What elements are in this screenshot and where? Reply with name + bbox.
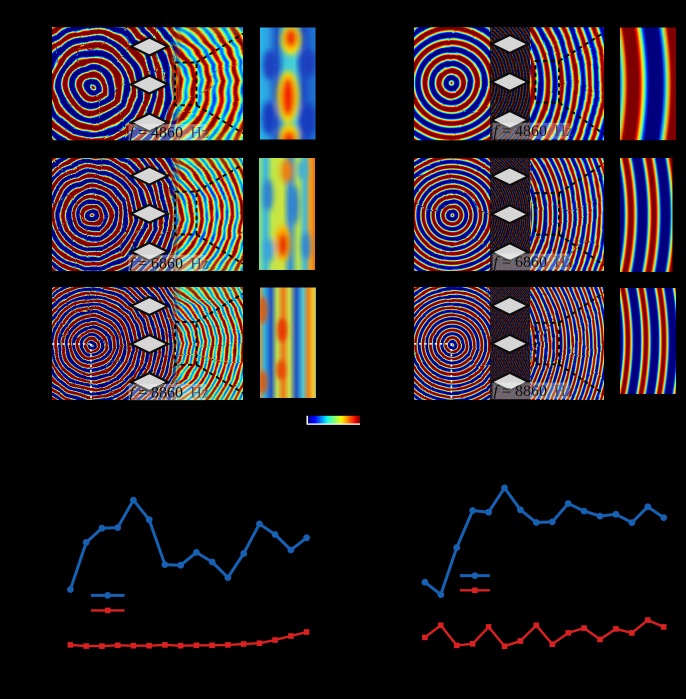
svg-text:f = 4860 Hz: f = 4860 Hz (494, 123, 573, 140)
svg-text:f = 8860 Hz: f = 8860 Hz (494, 383, 573, 400)
svg-text:f = 6860 Hz: f = 6860 Hz (494, 254, 573, 271)
svg-text:f = 4860 Hz: f = 4860 Hz (130, 125, 209, 142)
svg-text:f = 6860 Hz: f = 6860 Hz (130, 255, 209, 272)
svg-text:f = 8860 Hz: f = 8860 Hz (130, 384, 209, 401)
